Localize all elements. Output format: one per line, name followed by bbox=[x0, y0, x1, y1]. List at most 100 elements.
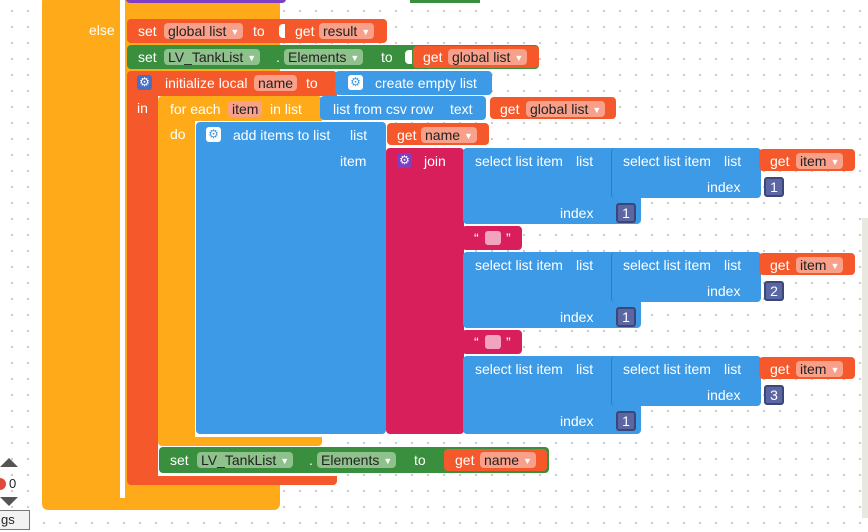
select-outer-2-label: select list item bbox=[475, 257, 563, 273]
gear-icon[interactable]: ⚙ bbox=[397, 153, 412, 168]
join-label: join bbox=[424, 153, 446, 169]
number-block-1a[interactable]: 1 bbox=[764, 177, 784, 197]
get-result-get: get bbox=[295, 23, 315, 39]
get-item-3-get: get bbox=[770, 361, 790, 377]
gear-icon[interactable]: ⚙ bbox=[137, 75, 152, 90]
chevron-down-icon: ▼ bbox=[350, 53, 360, 63]
chevron-down-icon: ▼ bbox=[830, 365, 840, 375]
get-item-3-dropdown[interactable]: item ▼ bbox=[796, 361, 844, 377]
error-icon bbox=[0, 478, 6, 490]
create-empty-list-label: create empty list bbox=[375, 75, 477, 91]
select-outer-1-index: index bbox=[560, 205, 594, 221]
select-inner-2-index: index bbox=[707, 283, 741, 299]
csv-row-text: text bbox=[450, 101, 473, 117]
else-label: else bbox=[89, 22, 115, 38]
select-outer-2-list: list bbox=[576, 257, 594, 273]
select-inner-1[interactable] bbox=[611, 148, 761, 198]
select-inner-2[interactable] bbox=[611, 252, 761, 302]
get-global-dropdown[interactable]: global list ▼ bbox=[448, 49, 528, 65]
chevron-down-icon: ▼ bbox=[383, 456, 393, 466]
number-block-3a[interactable]: 3 bbox=[764, 385, 784, 405]
gear-icon[interactable]: ⚙ bbox=[348, 75, 363, 90]
socket-left bbox=[279, 24, 286, 38]
for-each-in-list: in list bbox=[270, 101, 302, 117]
set-global-var-dropdown[interactable]: global list ▼ bbox=[164, 23, 244, 39]
local-name-field[interactable]: name bbox=[254, 75, 298, 91]
for-each-do: do bbox=[170, 126, 186, 142]
for-each-label: for each bbox=[170, 101, 221, 117]
select-outer-3-list: list bbox=[576, 361, 594, 377]
chevron-down-icon: ▼ bbox=[247, 53, 257, 63]
select-outer-1-label: select list item bbox=[475, 153, 563, 169]
component-2-dropdown[interactable]: LV_TankList ▼ bbox=[197, 452, 294, 468]
for-each-var-field[interactable]: item bbox=[228, 101, 263, 117]
set-global-to: to bbox=[253, 23, 265, 39]
get-item-2-dropdown[interactable]: item ▼ bbox=[796, 257, 844, 273]
get-global-get: get bbox=[423, 49, 443, 65]
warning-count: 0 bbox=[9, 476, 17, 491]
chevron-down-icon: ▼ bbox=[280, 456, 290, 466]
select-outer-3-label: select list item bbox=[475, 361, 563, 377]
property-dropdown[interactable]: Elements ▼ bbox=[284, 49, 364, 65]
get-global-2-dropdown[interactable]: global list ▼ bbox=[526, 101, 606, 117]
chevron-down-icon: ▼ bbox=[592, 105, 602, 115]
property-2-dropdown[interactable]: Elements ▼ bbox=[317, 452, 397, 468]
select-outer-1-list: list bbox=[576, 153, 594, 169]
select-outer-3-index: index bbox=[560, 413, 594, 429]
text-field-2[interactable] bbox=[485, 335, 501, 349]
init-local-to: to bbox=[306, 75, 318, 91]
set-component-to: to bbox=[381, 49, 393, 65]
select-inner-3[interactable] bbox=[611, 356, 761, 406]
select-inner-3-label: select list item bbox=[623, 361, 711, 377]
set-component-2-dot: . bbox=[309, 452, 313, 468]
set-global-set: set bbox=[138, 23, 157, 39]
set-component-set: set bbox=[138, 49, 157, 65]
show-warnings-button[interactable]: gs bbox=[0, 510, 30, 530]
quote-close: ” bbox=[506, 334, 511, 350]
number-block-2a[interactable]: 2 bbox=[764, 281, 784, 301]
select-inner-2-list: list bbox=[724, 257, 742, 273]
add-items-label: add items to list bbox=[233, 127, 331, 143]
set-component-2-to: to bbox=[414, 452, 426, 468]
select-inner-1-list: list bbox=[724, 153, 742, 169]
number-block-2b[interactable]: 1 bbox=[616, 307, 636, 327]
get-name-2-get: get bbox=[455, 452, 475, 468]
add-items-block[interactable] bbox=[196, 122, 386, 434]
select-inner-3-list: list bbox=[724, 361, 742, 377]
csv-row-block[interactable] bbox=[320, 96, 486, 120]
gear-icon[interactable]: ⚙ bbox=[206, 127, 221, 142]
get-result-dropdown[interactable]: result ▼ bbox=[319, 23, 375, 39]
chevron-down-icon: ▼ bbox=[361, 27, 371, 37]
component-dropdown[interactable]: LV_TankList ▼ bbox=[164, 49, 261, 65]
init-local-label: initialize local bbox=[165, 75, 248, 91]
get-item-1-dropdown[interactable]: item ▼ bbox=[796, 153, 844, 169]
workspace-scrollbar[interactable] bbox=[862, 218, 868, 518]
join-block[interactable] bbox=[386, 148, 464, 434]
top-fragment-green bbox=[410, 0, 480, 3]
chevron-down-icon: ▼ bbox=[514, 53, 524, 63]
init-local-in: in bbox=[137, 100, 148, 116]
chevron-down-icon: ▼ bbox=[830, 157, 840, 167]
select-inner-1-index: index bbox=[707, 179, 741, 195]
get-name-get: get bbox=[397, 127, 417, 143]
get-name-2-dropdown[interactable]: name ▼ bbox=[480, 452, 536, 468]
chevron-down-icon: ▼ bbox=[230, 27, 240, 37]
number-block-1b[interactable]: 1 bbox=[616, 203, 636, 223]
select-outer-2-index: index bbox=[560, 309, 594, 325]
quote-close: ” bbox=[506, 230, 511, 246]
socket-left bbox=[405, 50, 412, 64]
number-block-3b[interactable]: 1 bbox=[616, 411, 636, 431]
get-name-dropdown[interactable]: name ▼ bbox=[421, 127, 477, 143]
get-item-2-get: get bbox=[770, 257, 790, 273]
chevron-down-icon: ▼ bbox=[523, 456, 532, 466]
chevron-down-icon: ▼ bbox=[464, 131, 473, 141]
text-field-1[interactable] bbox=[485, 231, 501, 245]
chevron-down-icon: ▼ bbox=[830, 261, 840, 271]
warning-toggle-down-icon[interactable] bbox=[0, 497, 18, 506]
add-items-item: item bbox=[340, 153, 367, 169]
quote-open: “ bbox=[474, 230, 479, 246]
set-component-dot: . bbox=[276, 49, 280, 65]
warning-toggle-up-icon[interactable] bbox=[0, 458, 18, 467]
select-inner-3-index: index bbox=[707, 387, 741, 403]
set-component-2-set: set bbox=[170, 452, 189, 468]
